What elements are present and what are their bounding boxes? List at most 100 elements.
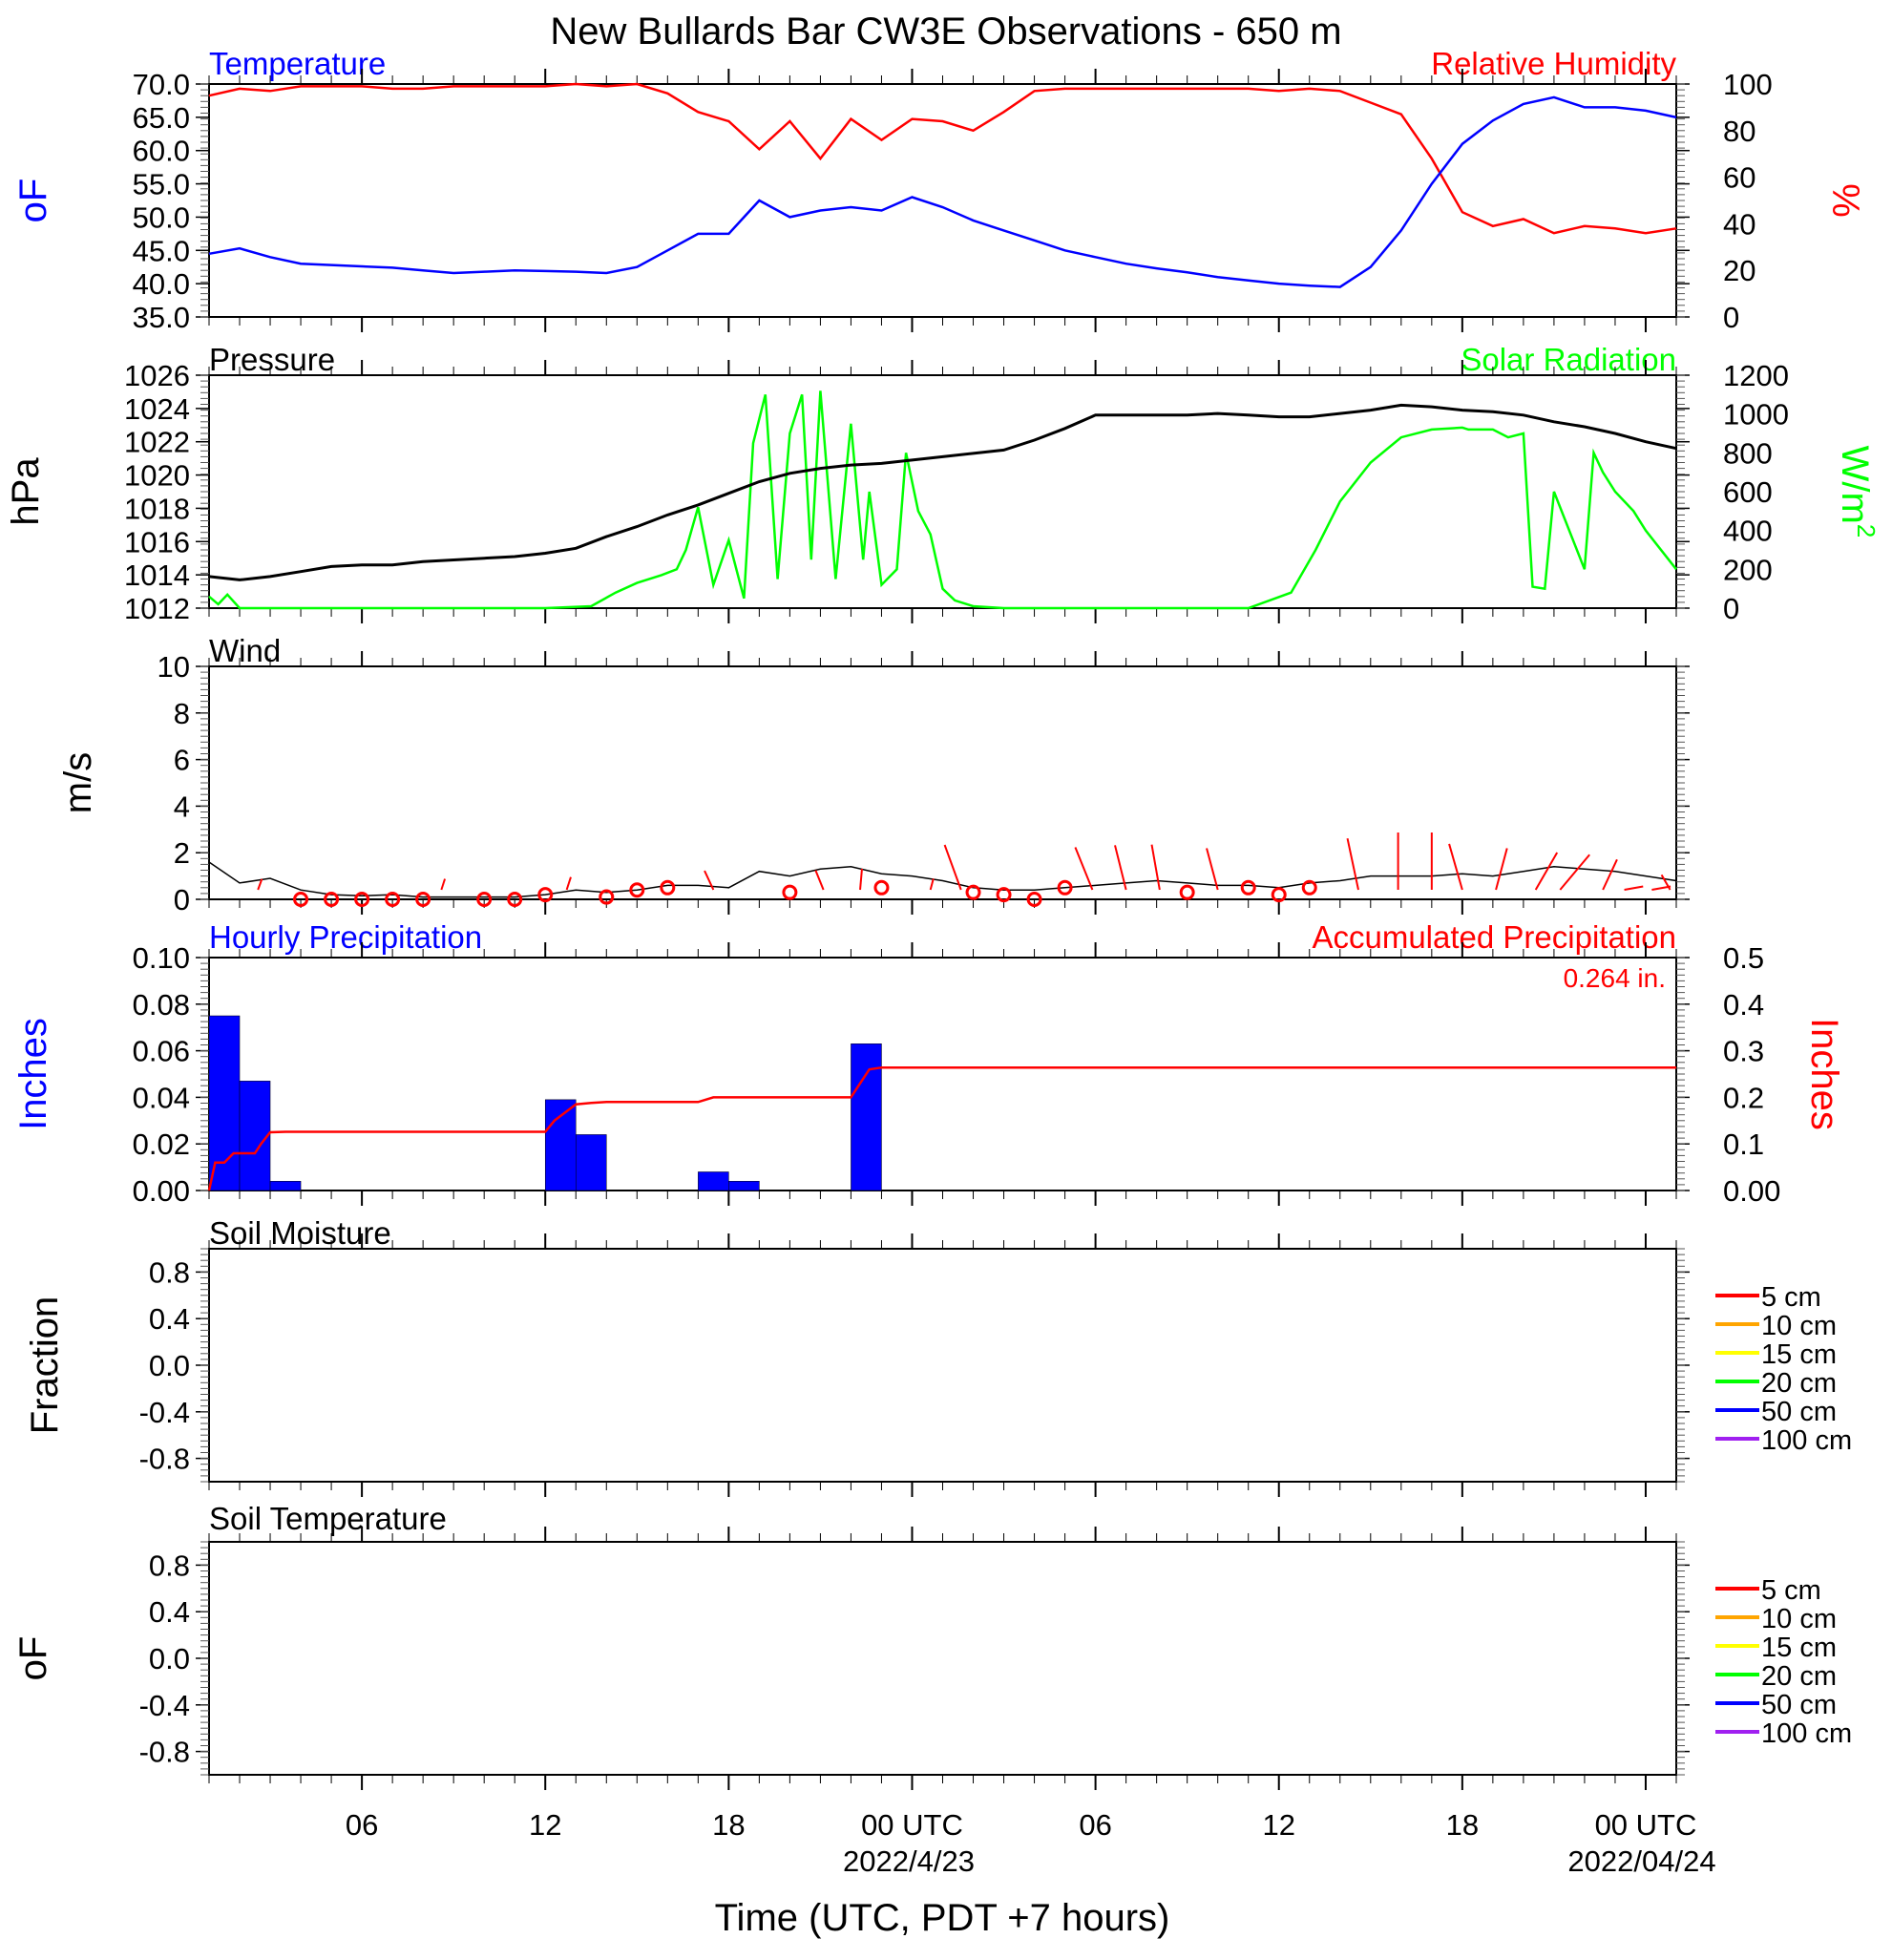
temperature-series-line	[208, 95, 1677, 288]
precip-bar	[544, 1099, 577, 1191]
solar-tick-labels: 1200 1000 800 600 400 200 0	[1723, 359, 1789, 625]
p6-left-tick-label: -0.8	[139, 1736, 190, 1769]
calm-wind-marker	[873, 879, 890, 896]
p2-right-tick-label: 200	[1723, 553, 1773, 586]
panel-soil-moisture: Soil Moisture Fraction 0.8 0.4 0.0 -0.4 -0.8…	[24, 1215, 1852, 1497]
panel-wind-frame	[208, 665, 1677, 900]
p1-right-tick-label: 100	[1723, 68, 1773, 101]
hourly-precip-bars	[208, 1015, 882, 1191]
pressure-series-line	[208, 403, 1677, 581]
humidity-series-line	[208, 82, 1677, 235]
p1-right-tick-label: 20	[1723, 254, 1755, 287]
p1-left-tick-label: 70.0	[133, 68, 190, 101]
legend-label: 100 cm	[1761, 1718, 1852, 1749]
x-date-1: 2022/4/23	[843, 1844, 975, 1878]
wind-barb	[814, 870, 825, 891]
calm-wind-marker	[599, 889, 615, 905]
calm-wind-marker	[476, 892, 493, 907]
p6-left-tick-label: 0.4	[149, 1595, 190, 1629]
precip-x-ticks	[208, 942, 1677, 1206]
precip-bar	[698, 1171, 729, 1191]
precip-bar	[269, 1180, 302, 1191]
legend-label: 5 cm	[1761, 1282, 1821, 1313]
calm-wind-marker	[293, 892, 309, 907]
panel-soil-temperature: Soil Temperature oF 0.8 0.4 0.0 -0.4 -0.8 5 …	[12, 1501, 1852, 1790]
panel-precipitation-frame	[208, 957, 1677, 1191]
x-tick-label: 00 UTC	[1595, 1808, 1697, 1842]
legend-label: 15 cm	[1761, 1339, 1837, 1370]
wind-barb	[257, 878, 263, 891]
legend-label: 50 cm	[1761, 1690, 1837, 1720]
legend-label: 50 cm	[1761, 1397, 1837, 1427]
wind-barb	[704, 870, 715, 891]
calm-wind-marker	[996, 887, 1012, 903]
accum-precip-title: Accumulated Precipitation	[1312, 919, 1676, 955]
p4-left-tick-label: 0.04	[133, 1081, 190, 1114]
p1-left-tick-label: 65.0	[133, 101, 190, 135]
wind-barb	[1206, 848, 1219, 891]
p6-left-tick-label: 0.8	[149, 1549, 190, 1582]
p1-left-tick-label: 50.0	[133, 200, 190, 234]
p3-left-tick-label: 8	[174, 697, 190, 730]
calm-wind-marker	[1179, 884, 1195, 900]
p4-left-tick-label: 0.02	[133, 1128, 190, 1161]
x-tick-label: 06	[1079, 1808, 1111, 1842]
wind-barb	[859, 868, 863, 891]
p4-right-tick-label: 0.4	[1723, 988, 1764, 1022]
x-tick-label: 12	[1262, 1808, 1294, 1842]
legend-label: 100 cm	[1761, 1425, 1852, 1456]
calm-wind-marker	[1026, 892, 1042, 907]
p2-right-tick-label: 1000	[1723, 398, 1789, 432]
calm-wind-marker	[354, 892, 370, 907]
wind-x-ticks	[208, 651, 1677, 915]
wind-tick-labels: 10 8 6 4 2 0	[158, 650, 1690, 917]
pressure-minor-ticks	[200, 374, 1685, 609]
temperature-ylabel: oF	[12, 179, 54, 223]
legend-label: 5 cm	[1761, 1575, 1821, 1606]
temperature-title: Temperature	[209, 46, 386, 81]
p1-left-tick-label: 40.0	[133, 267, 190, 301]
p5-left-tick-label: 0.4	[149, 1302, 190, 1336]
p5-left-tick-label: 0.8	[149, 1255, 190, 1289]
p4-right-tick-label: 0.3	[1723, 1035, 1764, 1068]
humidity-title: Relative Humidity	[1431, 46, 1676, 81]
p2-right-tick-label: 1200	[1723, 359, 1789, 392]
accum-precip-ylabel: Inches	[1803, 1018, 1845, 1130]
p4-right-tick-label: 0.00	[1723, 1174, 1780, 1208]
calm-wind-marker	[1240, 879, 1256, 896]
p2-right-tick-label: 600	[1723, 475, 1773, 509]
wind-barbs	[257, 832, 1671, 907]
temperature-minor-ticks	[200, 83, 1685, 318]
p1-left-tick-label: 45.0	[133, 234, 190, 267]
p4-left-tick-label: 0.00	[133, 1174, 190, 1208]
legend-label: 10 cm	[1761, 1311, 1837, 1341]
legend-label: 15 cm	[1761, 1633, 1837, 1663]
calm-wind-marker	[629, 882, 645, 898]
solar-ylabel: W/m2	[1834, 446, 1881, 538]
precip-minor-ticks	[200, 957, 1685, 1191]
soil-temperature-minor-ticks	[200, 1541, 1685, 1776]
p2-left-tick-label: 1018	[124, 492, 190, 525]
panel-soil-moisture-frame	[208, 1248, 1677, 1483]
temperature-tick-labels: 70.065.060.055.050.045.040.035.0	[133, 68, 1690, 334]
x-axis-tick-labels: 06 12 18 00 UTC 06 12 18 00 UTC	[346, 1808, 1697, 1842]
p1-left-tick-label: 60.0	[133, 135, 190, 168]
soil-temperature-x-ticks	[208, 1527, 1677, 1790]
p2-left-tick-label: 1014	[124, 558, 190, 592]
p4-right-tick-label: 0.2	[1723, 1081, 1764, 1114]
p1-right-tick-label: 40	[1723, 207, 1755, 241]
wind-barb	[440, 878, 447, 891]
solar-title: Solar Radiation	[1461, 342, 1676, 377]
p6-left-tick-label: 0.0	[149, 1642, 190, 1675]
x-axis-label: Time (UTC, PDT +7 hours)	[715, 1897, 1170, 1939]
wind-barb	[929, 878, 935, 891]
p4-right-tick-label: 0.1	[1723, 1128, 1764, 1161]
p5-left-tick-label: -0.4	[139, 1396, 190, 1429]
panel-pressure: Pressure Solar Radiation hPa W/m2 102610…	[5, 342, 1881, 625]
wind-barb	[1495, 848, 1508, 891]
p2-left-tick-label: 1012	[124, 592, 190, 625]
